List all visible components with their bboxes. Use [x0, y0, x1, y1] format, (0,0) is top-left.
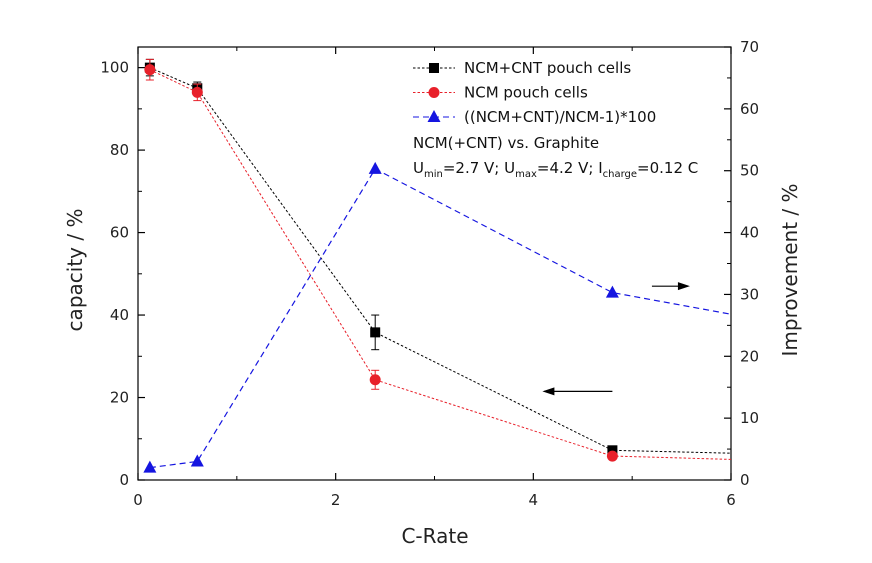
y-tick-label: 0 — [119, 471, 129, 489]
x-tick-label: 4 — [529, 491, 539, 509]
legend-item-0: NCM+CNT pouch cells — [413, 59, 631, 77]
legend-marker — [428, 87, 440, 98]
legend-item-2: ((NCM+CNT)/NCM-1)*100 — [413, 108, 656, 126]
y-tick-label: 60 — [110, 224, 129, 242]
y2-tick-label: 50 — [740, 162, 759, 180]
arrow-right — [651, 282, 690, 291]
data-point — [605, 285, 619, 298]
y2-tick-label: 30 — [740, 285, 759, 303]
series-layer — [143, 58, 732, 473]
y2-tick-label: 0 — [740, 471, 750, 489]
legend-label: NCM+CNT pouch cells — [464, 59, 631, 77]
legend-item-1: NCM pouch cells — [413, 84, 588, 102]
y-tick-label: 40 — [110, 306, 129, 324]
annotation-line2: Umin=2.7 V; Umax=4.2 V; Icharge=0.12 C — [413, 159, 698, 180]
y2-tick-label: 70 — [740, 38, 759, 56]
y-tick-label: 80 — [110, 141, 129, 159]
series-1 — [144, 58, 732, 462]
data-point — [190, 454, 204, 467]
arrow-head — [542, 387, 555, 396]
x-tick-label: 2 — [331, 491, 341, 509]
axis-arrows — [542, 282, 690, 396]
legend-marker — [427, 110, 441, 122]
data-point — [370, 327, 381, 338]
series-line — [149, 168, 732, 469]
x-axis-title: C-Rate — [401, 524, 468, 548]
y2-tick-label: 20 — [740, 347, 759, 365]
data-point — [143, 460, 157, 473]
arrow-head — [677, 282, 690, 291]
y2-tick-label: 10 — [740, 409, 759, 427]
y2-tick-label: 40 — [740, 224, 759, 242]
y-axis-title: capacity / % — [63, 209, 87, 332]
data-point — [607, 445, 618, 456]
data-point — [191, 86, 203, 98]
x-tick-label: 0 — [133, 491, 143, 509]
legend-marker — [429, 63, 439, 73]
data-point — [606, 450, 618, 462]
series-line — [149, 69, 732, 460]
legend-label: NCM pouch cells — [464, 84, 588, 102]
series-2 — [143, 161, 732, 473]
y-tick-label: 100 — [100, 59, 129, 77]
arrow-left — [542, 387, 613, 396]
legend-label: ((NCM+CNT)/NCM-1)*100 — [464, 108, 656, 126]
x-tick-label: 6 — [726, 491, 736, 509]
y-tick-label: 20 — [110, 389, 129, 407]
y2-axis-title: Improvement / % — [778, 184, 802, 357]
legend: NCM+CNT pouch cells NCM pouch cells ((NCM+… — [413, 59, 698, 180]
data-point — [368, 161, 382, 174]
series-line — [149, 67, 732, 454]
data-point — [144, 64, 156, 76]
y2-tick-label: 60 — [740, 100, 759, 118]
annotation-line1: NCM(+CNT) vs. Graphite — [413, 134, 599, 152]
data-point — [369, 374, 381, 386]
